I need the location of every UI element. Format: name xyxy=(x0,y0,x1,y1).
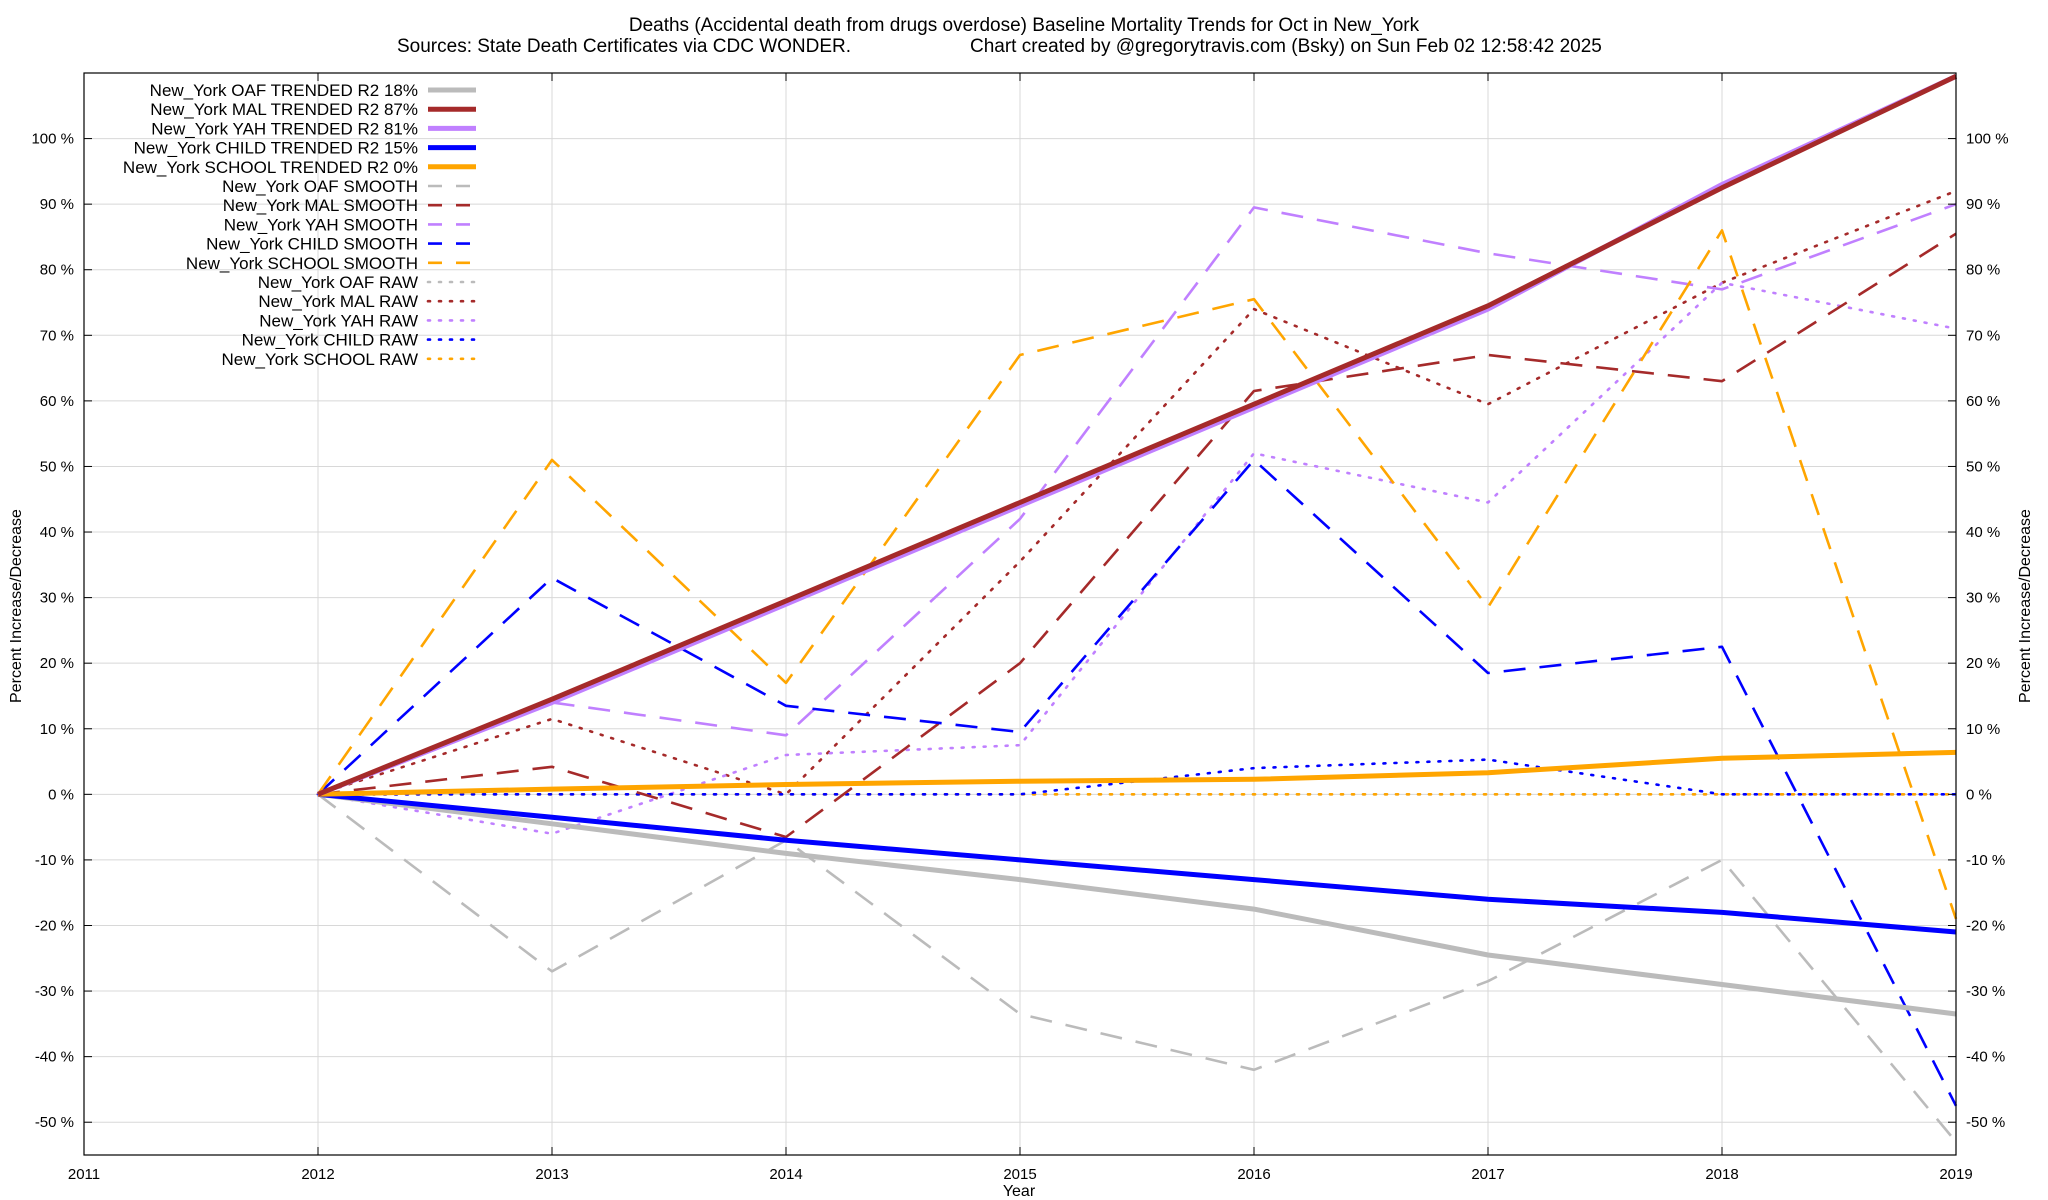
y-tick-label-left: 20 % xyxy=(40,655,74,672)
series-line-2 xyxy=(317,74,1958,797)
y-tick-label-right: 80 % xyxy=(1966,262,2000,279)
y-axis-label-left: Percent Increase/Decrease xyxy=(8,509,25,703)
y-tick-label-left: 90 % xyxy=(40,196,74,213)
legend-label: New_York SCHOOL TRENDED R2 0% xyxy=(123,158,418,177)
y-tick-label-left: 30 % xyxy=(40,590,74,607)
legend-label: New_York YAH TRENDED R2 81% xyxy=(151,119,418,138)
y-tick-label-right: 90 % xyxy=(1966,196,2000,213)
y-tick-label-right: -20 % xyxy=(1966,917,2005,934)
y-tick-label-right: -10 % xyxy=(1966,852,2005,869)
y-tick-label-right: 0 % xyxy=(1966,786,1992,803)
legend-label: New_York SCHOOL RAW xyxy=(222,350,419,369)
legend-label: New_York OAF SMOOTH xyxy=(222,177,418,196)
y-tick-label-left: -10 % xyxy=(35,852,74,869)
legend-label: New_York CHILD TRENDED R2 15% xyxy=(134,139,418,158)
series-line-6 xyxy=(317,232,1957,839)
legend-label: New_York SCHOOL SMOOTH xyxy=(186,254,418,273)
y-tick-label-left: 0 % xyxy=(48,786,74,803)
x-tick-label: 2012 xyxy=(301,1166,334,1183)
y-tick-label-right: 30 % xyxy=(1966,590,2000,607)
y-tick-label-right: 70 % xyxy=(1966,327,2000,344)
y-tick-label-left: 100 % xyxy=(31,131,74,148)
x-tick-label: 2014 xyxy=(769,1166,802,1183)
y-tick-label-left: 10 % xyxy=(40,721,74,738)
y-tick-label-left: 70 % xyxy=(40,327,74,344)
series-line-3 xyxy=(317,791,1957,935)
series-line-1 xyxy=(317,74,1958,797)
x-tick-label: 2019 xyxy=(1939,1166,1972,1183)
tick-layer: 2011 2012 2013 2014 2015 2016 2017 2018 2019 -50 … xyxy=(31,73,2009,1183)
legend-label: New_York CHILD SMOOTH xyxy=(206,235,418,254)
y-tick-label-left: 80 % xyxy=(40,262,74,279)
legend-label: New_York OAF RAW xyxy=(258,273,418,292)
y-tick-label-left: -20 % xyxy=(35,917,74,934)
y-tick-label-right: -50 % xyxy=(1966,1114,2005,1131)
y-tick-label-left: -40 % xyxy=(35,1049,74,1066)
series-line-5 xyxy=(317,793,1958,1143)
x-tick-label: 2016 xyxy=(1237,1166,1270,1183)
y-tick-label-left: 40 % xyxy=(40,524,74,541)
y-tick-label-right: 60 % xyxy=(1966,393,2000,410)
y-tick-label-right: 10 % xyxy=(1966,721,2000,738)
x-tick-label: 2015 xyxy=(1003,1166,1036,1183)
x-tick-label: 2011 xyxy=(68,1166,100,1183)
x-axis-label: Year xyxy=(1003,1183,1036,1200)
legend: New_York OAF TRENDED R2 18%New_York MAL … xyxy=(123,81,478,369)
x-tick-label: 2013 xyxy=(535,1166,568,1183)
y-tick-label-left: -30 % xyxy=(35,983,74,1000)
series-line-4 xyxy=(317,749,1957,797)
legend-label: New_York OAF TRENDED R2 18% xyxy=(150,81,418,100)
y-tick-label-right: -40 % xyxy=(1966,1049,2005,1066)
chart-subtitle-source: Sources: State Death Certificates via CD… xyxy=(397,36,851,57)
y-tick-label-right: 50 % xyxy=(1966,458,2000,475)
legend-label: New_York YAH RAW xyxy=(259,311,418,330)
x-tick-label: 2017 xyxy=(1471,1166,1504,1183)
chart-subtitle-credit: Chart created by @gregorytravis.com (Bsk… xyxy=(970,36,1602,57)
series-line-9 xyxy=(316,229,1958,920)
y-tick-label-right: 100 % xyxy=(1966,131,2009,148)
y-tick-label-right: -30 % xyxy=(1966,983,2005,1000)
legend-label: New_York CHILD RAW xyxy=(242,331,418,350)
series-line-0 xyxy=(317,791,1957,1017)
y-axis-label-right: Percent Increase/Decrease xyxy=(2017,509,2034,703)
y-tick-label-left: 60 % xyxy=(40,393,74,410)
y-tick-label-left: 50 % xyxy=(40,458,74,475)
legend-label: New_York YAH SMOOTH xyxy=(224,215,418,234)
series-layer xyxy=(316,74,1958,1143)
y-tick-label-right: 20 % xyxy=(1966,655,2000,672)
legend-label: New_York MAL RAW xyxy=(258,292,418,311)
y-tick-label-left: -50 % xyxy=(35,1114,74,1131)
legend-label: New_York MAL SMOOTH xyxy=(223,196,418,215)
series-line-8 xyxy=(317,458,1958,1107)
series-line-12 xyxy=(316,281,1958,836)
series-line-11 xyxy=(316,189,1958,796)
y-tick-label-right: 40 % xyxy=(1966,524,2000,541)
series-line-7 xyxy=(317,202,1957,796)
legend-label: New_York MAL TRENDED R2 87% xyxy=(150,100,418,119)
x-tick-label: 2018 xyxy=(1705,1166,1738,1183)
chart-title: Deaths (Accidental death from drugs over… xyxy=(629,15,1420,36)
